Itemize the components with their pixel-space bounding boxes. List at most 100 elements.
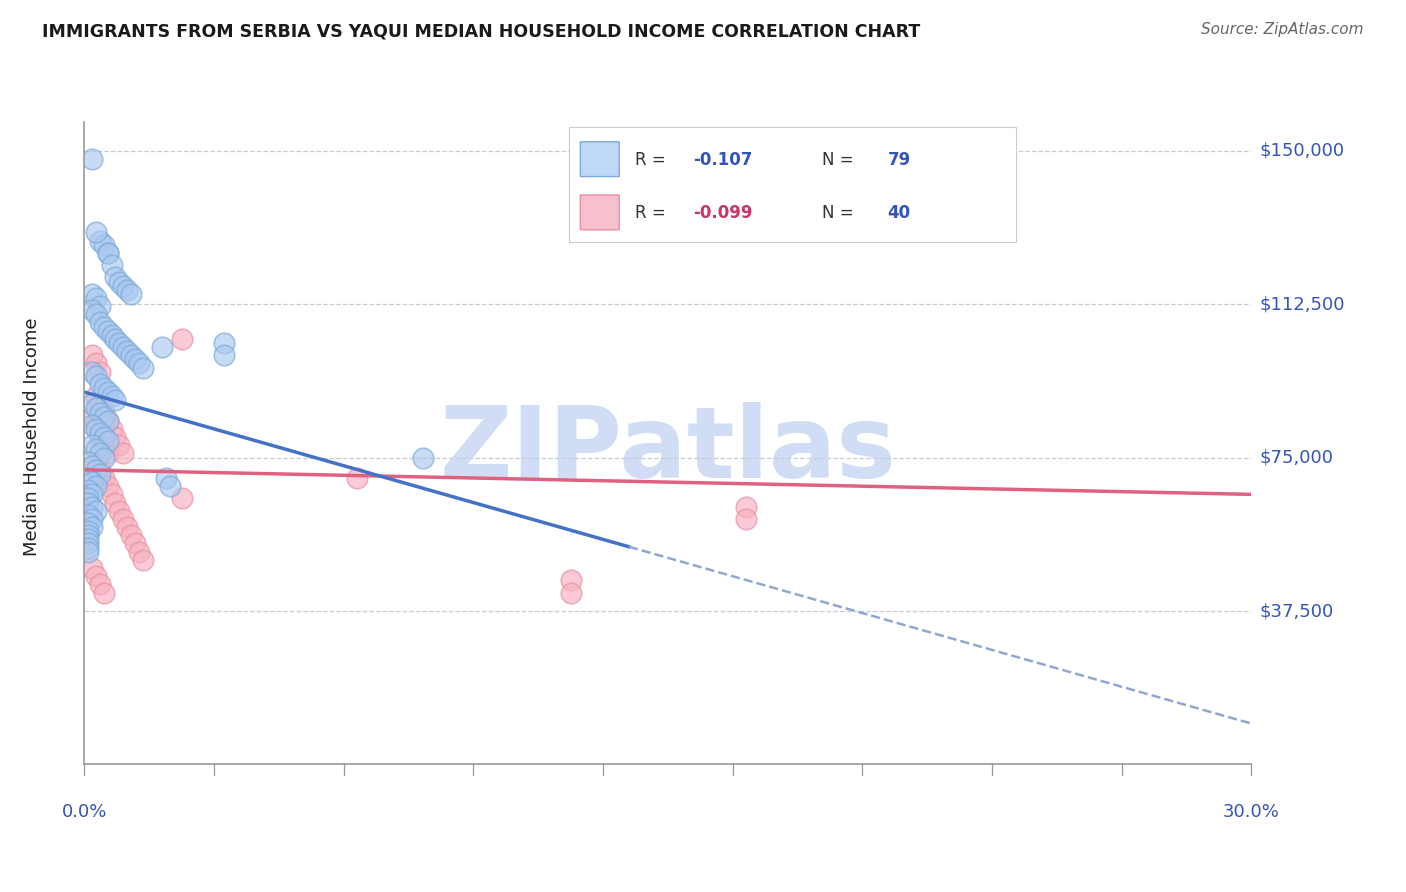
Point bbox=[97, 324, 120, 338]
Point bbox=[89, 299, 111, 313]
Point bbox=[84, 422, 107, 436]
Point bbox=[84, 356, 107, 370]
Point bbox=[89, 463, 111, 477]
Point bbox=[108, 335, 131, 350]
Point bbox=[77, 455, 100, 469]
Text: Median Household Income: Median Household Income bbox=[22, 318, 41, 557]
Point bbox=[132, 360, 155, 375]
Text: $150,000: $150,000 bbox=[1260, 142, 1344, 160]
Point bbox=[108, 275, 131, 289]
Point bbox=[77, 495, 100, 509]
Point bbox=[97, 246, 120, 260]
Point bbox=[84, 463, 107, 477]
Text: N =: N = bbox=[821, 152, 859, 169]
Point bbox=[89, 397, 111, 411]
Point bbox=[93, 237, 115, 252]
Point bbox=[97, 246, 120, 260]
Point bbox=[155, 471, 177, 485]
Point bbox=[734, 512, 756, 526]
Point bbox=[77, 516, 100, 530]
Point bbox=[115, 283, 138, 297]
Point bbox=[84, 401, 107, 416]
Text: 40: 40 bbox=[887, 204, 911, 222]
Point bbox=[84, 226, 107, 240]
Point bbox=[84, 569, 107, 583]
Point bbox=[77, 471, 100, 485]
Point bbox=[346, 471, 368, 485]
Point bbox=[132, 553, 155, 567]
Point bbox=[89, 425, 111, 440]
Point bbox=[89, 577, 111, 591]
Point bbox=[150, 340, 173, 354]
Point bbox=[214, 348, 236, 362]
Point bbox=[84, 504, 107, 518]
Point bbox=[77, 508, 100, 522]
Point bbox=[89, 376, 111, 391]
Point bbox=[89, 365, 111, 379]
Text: $37,500: $37,500 bbox=[1260, 602, 1334, 620]
Point bbox=[115, 344, 138, 359]
Point bbox=[77, 483, 100, 498]
Point bbox=[82, 487, 104, 501]
Point bbox=[84, 389, 107, 403]
Point bbox=[93, 409, 115, 424]
Text: R =: R = bbox=[634, 152, 671, 169]
Text: $112,500: $112,500 bbox=[1260, 295, 1346, 313]
Point bbox=[84, 307, 107, 321]
Point bbox=[82, 475, 104, 489]
Point bbox=[159, 479, 181, 493]
Point bbox=[108, 504, 131, 518]
Point bbox=[100, 422, 122, 436]
Point bbox=[93, 471, 115, 485]
Point bbox=[128, 356, 150, 370]
Point bbox=[89, 446, 111, 460]
Point bbox=[77, 533, 100, 547]
Text: Source: ZipAtlas.com: Source: ZipAtlas.com bbox=[1201, 22, 1364, 37]
Point bbox=[82, 348, 104, 362]
Point bbox=[97, 385, 120, 400]
Point bbox=[93, 430, 115, 444]
Point bbox=[97, 446, 120, 460]
Point bbox=[560, 585, 582, 599]
Point bbox=[104, 393, 127, 408]
Point bbox=[82, 458, 104, 473]
Point bbox=[97, 414, 120, 428]
Point bbox=[97, 479, 120, 493]
Point bbox=[104, 430, 127, 444]
Point bbox=[84, 368, 107, 383]
Point bbox=[97, 434, 120, 449]
Text: -0.107: -0.107 bbox=[693, 152, 752, 169]
Point bbox=[100, 258, 122, 272]
Point bbox=[77, 536, 100, 550]
Point bbox=[89, 467, 111, 481]
Point bbox=[82, 417, 104, 432]
Point bbox=[82, 512, 104, 526]
Point bbox=[170, 491, 193, 506]
Point bbox=[93, 450, 115, 465]
Point bbox=[82, 303, 104, 318]
Point bbox=[82, 152, 104, 166]
Point bbox=[128, 544, 150, 558]
Text: $75,000: $75,000 bbox=[1260, 449, 1334, 467]
Point bbox=[82, 520, 104, 534]
Text: 79: 79 bbox=[887, 152, 911, 169]
Point bbox=[77, 541, 100, 555]
Point bbox=[82, 397, 104, 411]
FancyBboxPatch shape bbox=[581, 195, 619, 230]
Point bbox=[100, 389, 122, 403]
Point bbox=[734, 500, 756, 514]
Point bbox=[82, 365, 104, 379]
Point bbox=[84, 417, 107, 432]
Point bbox=[104, 332, 127, 346]
Point bbox=[93, 438, 115, 452]
Point bbox=[112, 278, 135, 293]
Point bbox=[93, 585, 115, 599]
Point bbox=[112, 446, 135, 460]
Point bbox=[120, 286, 142, 301]
Point bbox=[120, 348, 142, 362]
Point bbox=[104, 270, 127, 285]
Point bbox=[100, 487, 122, 501]
Text: N =: N = bbox=[821, 204, 859, 222]
Point bbox=[89, 405, 111, 419]
Text: -0.099: -0.099 bbox=[693, 204, 752, 222]
